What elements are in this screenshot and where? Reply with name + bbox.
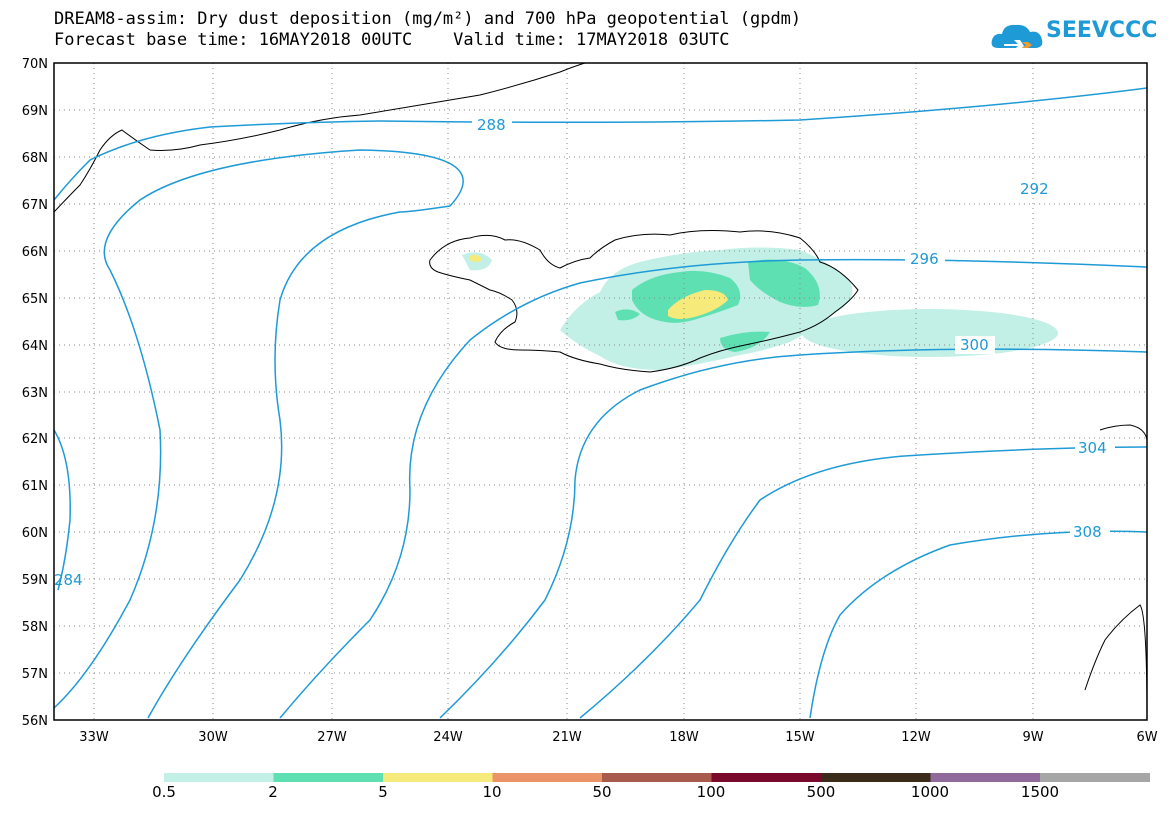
colorbar-label: 1500 (1021, 783, 1059, 801)
contour-label-288: 288 (477, 116, 506, 134)
colorbar-label: 10 (482, 783, 501, 801)
lon-label: 18W (669, 730, 699, 745)
coastlines (53, 62, 1148, 721)
greenland-coast (53, 62, 586, 213)
contour-label-300: 300 (960, 336, 989, 354)
colorbar-label: 1000 (911, 783, 949, 801)
lat-label: 66N (22, 245, 48, 260)
lat-label: 60N (22, 526, 48, 541)
colorbar-swatch (821, 773, 931, 782)
map-frame-bg (54, 63, 1147, 720)
cloud-icon (991, 24, 1043, 50)
lat-label: 65N (22, 292, 48, 307)
contour-284-fragment (53, 429, 71, 591)
contour-300 (439, 348, 1148, 719)
faroe-coast (1099, 424, 1148, 441)
lat-label: 63N (22, 386, 48, 401)
dust-area-medium-south (720, 331, 770, 352)
contour-292 (53, 149, 464, 719)
lat-label: 59N (22, 573, 48, 588)
contour-labels: 288 292 296 300 304 308 284 (54, 115, 1115, 589)
dust-area-medium-east (748, 259, 820, 307)
lat-label: 68N (22, 151, 48, 166)
lon-label: 33W (79, 730, 109, 745)
contour-label-308: 308 (1073, 523, 1102, 541)
colorbar-label: 50 (592, 783, 611, 801)
geopotential-contours (53, 87, 1148, 719)
lat-label: 64N (22, 339, 48, 354)
contour-label-296: 296 (910, 250, 939, 268)
lon-label: 30W (198, 730, 228, 745)
colorbar (164, 773, 1150, 782)
lon-label: 9W (1022, 730, 1043, 745)
colorbar-swatch (711, 773, 822, 782)
lon-label: 27W (317, 730, 347, 745)
contour-304 (579, 446, 1148, 719)
colorbar-labels: 0.5 2 5 10 50 100 500 1000 1500 (152, 783, 1059, 801)
dust-area-medium-small (615, 309, 640, 321)
longitude-labels: 33W 30W 27W 24W 21W 18W 15W 12W 9W 6W (79, 730, 1157, 745)
colorbar-swatch (1040, 773, 1150, 782)
contour-308 (809, 530, 1148, 719)
colorbar-label: 0.5 (152, 783, 176, 801)
chart-subtitle: Forecast base time: 16MAY2018 00UTC Vali… (54, 30, 730, 50)
colorbar-label: 2 (268, 783, 278, 801)
contour-label-284: 284 (54, 571, 83, 589)
lon-label: 12W (901, 730, 931, 745)
colorbar-swatch (492, 773, 603, 782)
contour-288 (53, 87, 1148, 201)
lat-label: 67N (22, 198, 48, 213)
contour-label-304: 304 (1078, 439, 1107, 457)
chart-title: DREAM8-assim: Dry dust deposition (mg/m²… (54, 9, 802, 29)
lon-label: 24W (433, 730, 463, 745)
colorbar-swatch (383, 773, 493, 782)
colorbar-swatch (164, 773, 274, 782)
lon-label: 15W (785, 730, 815, 745)
colorbar-swatch (930, 773, 1041, 782)
dust-area-high-west (470, 254, 482, 262)
map-frame (53, 62, 1148, 721)
lon-label: 21W (552, 730, 582, 745)
colorbar-label: 500 (807, 783, 836, 801)
dust-area-high (668, 290, 728, 319)
colorbar-label: 5 (378, 783, 388, 801)
lat-label: 57N (22, 667, 48, 682)
colorbar-swatch (602, 773, 712, 782)
contour-296 (279, 258, 1148, 719)
latitude-labels: 70N 69N 68N 67N 66N 65N 64N 63N 62N 61N … (22, 57, 48, 729)
lon-label: 6W (1136, 730, 1157, 745)
lat-label: 58N (22, 620, 48, 635)
lat-label: 61N (22, 479, 48, 494)
colorbar-swatch (273, 773, 384, 782)
scotland-coast (1084, 604, 1148, 721)
lat-label: 69N (22, 104, 48, 119)
contour-label-292: 292 (1020, 180, 1049, 198)
logo-text: SEEVCCC (1046, 18, 1158, 43)
colorbar-label: 100 (697, 783, 726, 801)
lat-label: 70N (22, 57, 48, 72)
lat-label: 62N (22, 432, 48, 447)
iceland-coast (429, 230, 859, 373)
lat-label: 56N (22, 714, 48, 729)
